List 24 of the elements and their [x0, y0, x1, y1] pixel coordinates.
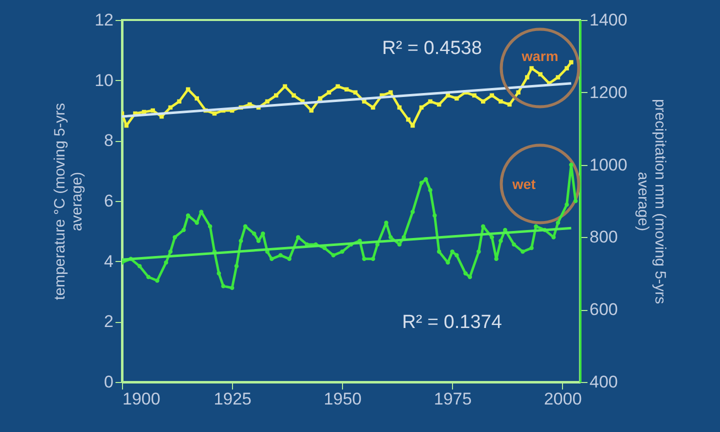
annotation: wet: [511, 176, 536, 192]
annotation: R² = 0.1374: [402, 312, 502, 333]
x-tick-label: 1900: [122, 390, 160, 408]
y2-axis-title: precipitation mm (moving 5-yrs average): [634, 98, 668, 304]
y2-tick-label: 800: [590, 228, 618, 247]
annotation: warm: [520, 48, 558, 64]
y2-tick-label: 600: [590, 300, 618, 320]
y-tick-label: 2: [104, 312, 114, 332]
y-tick-label: 0: [104, 372, 114, 392]
y-tick-label: 10: [94, 70, 114, 90]
y-tick-label: 8: [104, 131, 114, 150]
x-tick-label: 2000: [544, 390, 582, 408]
x-tick-label: 1950: [324, 390, 362, 408]
x-tick-label: 1925: [214, 390, 252, 408]
y2-tick-label: 1200: [590, 82, 628, 102]
annotation: R² = 0.4538: [382, 38, 482, 59]
y2-tick-label: 1400: [590, 10, 628, 30]
y-tick-label: 4: [104, 252, 114, 271]
y2-tick-label: 400: [590, 372, 618, 392]
y2-tick-label: 1000: [590, 155, 628, 174]
y-tick-label: 6: [104, 192, 114, 210]
y-tick-label: 12: [94, 10, 114, 30]
y-axis-title: temperature °C (moving 5-yrs average): [52, 103, 86, 300]
x-tick-label: 1975: [434, 390, 472, 408]
